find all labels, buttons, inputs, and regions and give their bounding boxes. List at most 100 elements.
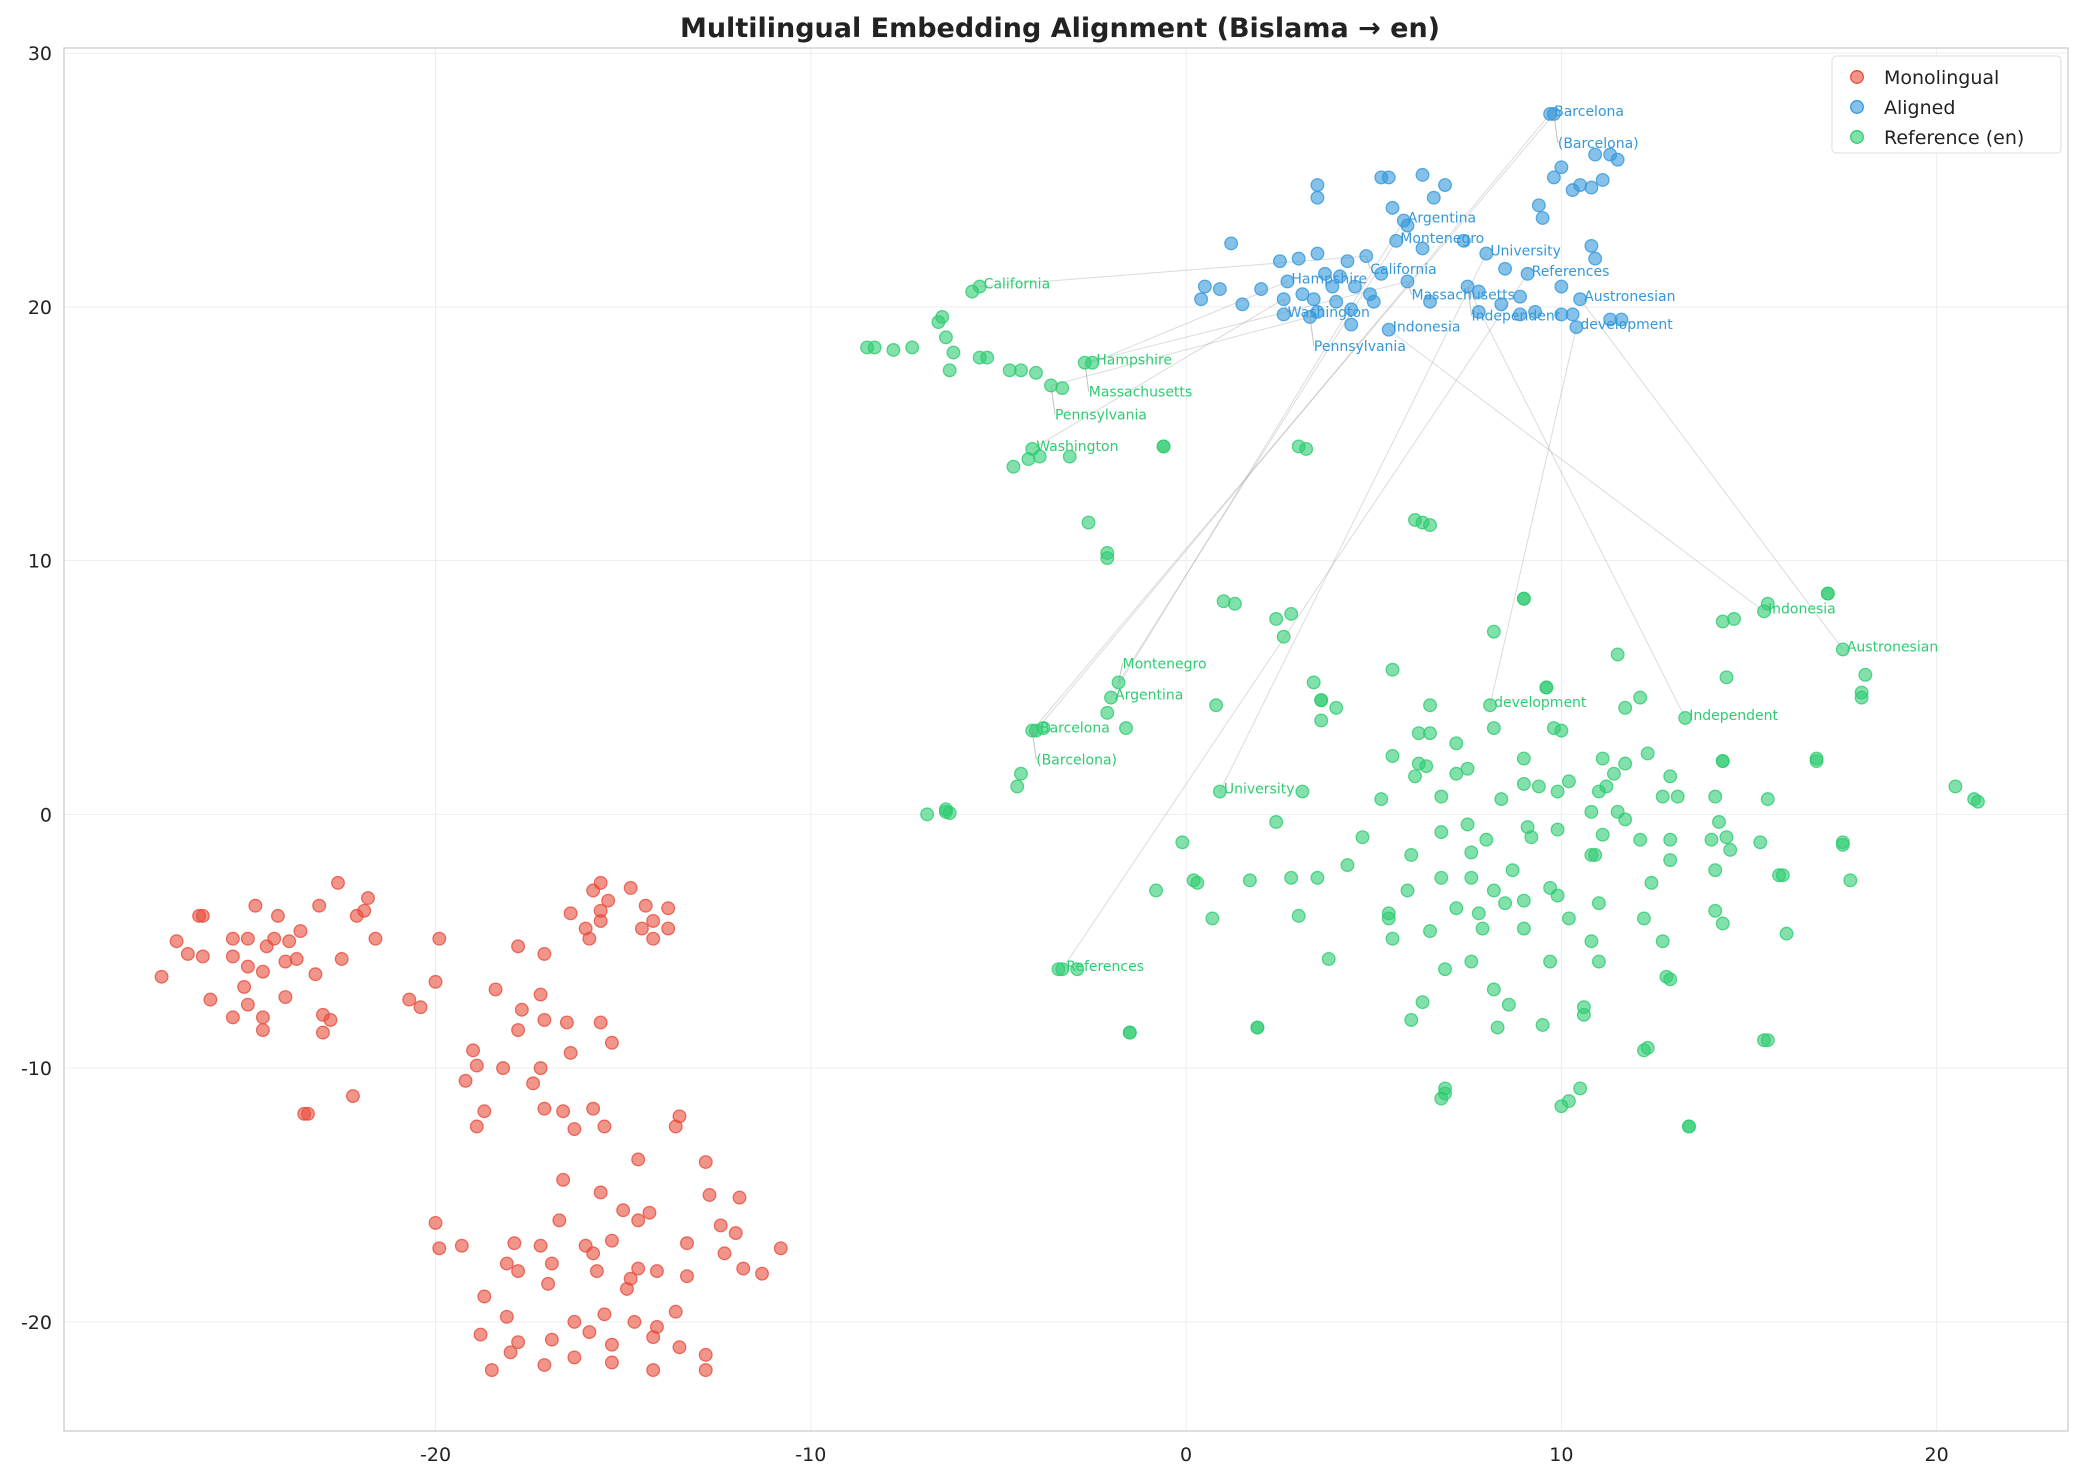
legend-marker (1850, 100, 1864, 114)
point-reference-en (1550, 888, 1565, 903)
point-reference-en (1434, 825, 1449, 840)
point-monolingual (631, 1152, 646, 1167)
point-reference-en (1595, 827, 1610, 842)
point-monolingual (533, 1061, 548, 1076)
label-leader-line (1309, 316, 1315, 347)
point-monolingual (661, 901, 676, 916)
point-reference-en (1055, 381, 1070, 395)
point-reference-en (1156, 439, 1171, 454)
point-aligned (1471, 284, 1486, 299)
point-monolingual (604, 1337, 619, 1352)
point-aligned (1344, 302, 1359, 317)
point-monolingual (604, 1233, 619, 1248)
point-aligned (1389, 233, 1404, 248)
point-monolingual (589, 1264, 604, 1279)
point-monolingual (604, 1035, 619, 1050)
point-reference-en (1599, 779, 1614, 794)
point-monolingual (270, 908, 285, 923)
point-reference-en (1708, 789, 1723, 804)
point-monolingual (255, 964, 270, 979)
point-aligned (1348, 279, 1362, 294)
point-labels: Barcelona (Barcelona) Argentina Montenegro C… (984, 104, 1939, 975)
point-aligned (1415, 241, 1430, 256)
point-monolingual (623, 1271, 638, 1286)
y-tick-label: -10 (21, 1058, 52, 1080)
alignment-lines (979, 113, 1844, 970)
point-aligned (1513, 289, 1528, 304)
alignment-line (1035, 113, 1551, 731)
point-reference-en (1081, 515, 1096, 530)
x-tick-label: -10 (795, 1444, 826, 1466)
point-reference-en (1760, 792, 1775, 807)
point-aligned (1333, 269, 1347, 284)
plot-frame (63, 47, 2069, 1432)
legend-box (1831, 55, 2062, 154)
label-leader-line (1283, 299, 1289, 313)
point-reference-en (1584, 804, 1599, 819)
point-monolingual (552, 1213, 567, 1228)
point-monolingual (499, 1309, 514, 1324)
point-reference-en (1753, 835, 1768, 850)
y-tick-label: 10 (28, 551, 52, 573)
point-reference-en (1449, 736, 1464, 751)
point-monolingual (537, 1101, 552, 1116)
x-tick-label: 0 (1180, 1444, 1192, 1466)
point-reference-en (1404, 1012, 1419, 1027)
point-reference-en (1242, 873, 1257, 888)
point-reference-en (1014, 766, 1028, 781)
point-reference-en (1438, 1086, 1452, 1101)
point-monolingual (503, 1345, 518, 1360)
point-aligned (1310, 190, 1325, 205)
point-reference-en (1483, 698, 1498, 713)
aligned-label: Washington (1288, 305, 1370, 321)
point-reference-en (1970, 794, 1985, 809)
point-reference-en (1381, 911, 1396, 926)
point-monolingual (240, 931, 255, 946)
point-reference-en (1408, 769, 1422, 784)
point-reference-en (1561, 1094, 1576, 1109)
point-aligned (1584, 180, 1599, 195)
point-aligned (1295, 287, 1310, 302)
point-monolingual (255, 1023, 270, 1038)
label-leader-line (1467, 286, 1473, 316)
point-monolingual (567, 1350, 582, 1365)
point-monolingual (368, 931, 383, 946)
point-aligned (1381, 170, 1396, 185)
point-monolingual (672, 1340, 687, 1355)
point-aligned (1400, 218, 1415, 233)
legend-marker (1850, 130, 1864, 144)
point-reference-en (1576, 1007, 1591, 1022)
aligned-label: California (1370, 262, 1436, 278)
point-monolingual (582, 1325, 597, 1339)
point-monolingual (698, 1363, 713, 1378)
point-reference-en (1355, 830, 1370, 845)
point-reference-en (1573, 1081, 1588, 1096)
aligned-label: Montenegro (1400, 231, 1484, 247)
point-reference-en (1591, 954, 1606, 969)
point-monolingual (454, 1238, 469, 1253)
point-aligned (1374, 266, 1389, 281)
legend-marker (1850, 70, 1864, 84)
point-reference-en (1449, 766, 1464, 781)
point-reference-en (1640, 1040, 1655, 1055)
point-monolingual (736, 1261, 751, 1276)
point-reference-en (1149, 883, 1164, 898)
point-monolingual (680, 1236, 694, 1251)
alignment-line (1489, 327, 1577, 706)
point-reference-en (938, 802, 953, 817)
point-reference-en (1584, 848, 1599, 862)
point-reference-en (1640, 746, 1655, 761)
y-tick-label: -20 (21, 1312, 52, 1334)
point-reference-en (1036, 721, 1051, 736)
point-aligned (1194, 292, 1209, 307)
point-reference-en (1434, 870, 1449, 885)
point-reference-en (1678, 710, 1693, 725)
aligned-label: References (1532, 264, 1610, 280)
point-reference-en (1175, 835, 1190, 850)
point-monolingual (661, 921, 676, 936)
point-reference-en (1490, 1020, 1505, 1035)
point-monolingual (728, 1226, 743, 1241)
point-aligned (1254, 282, 1269, 297)
reference-label: University (1224, 782, 1295, 798)
point-monolingual (567, 1314, 582, 1329)
